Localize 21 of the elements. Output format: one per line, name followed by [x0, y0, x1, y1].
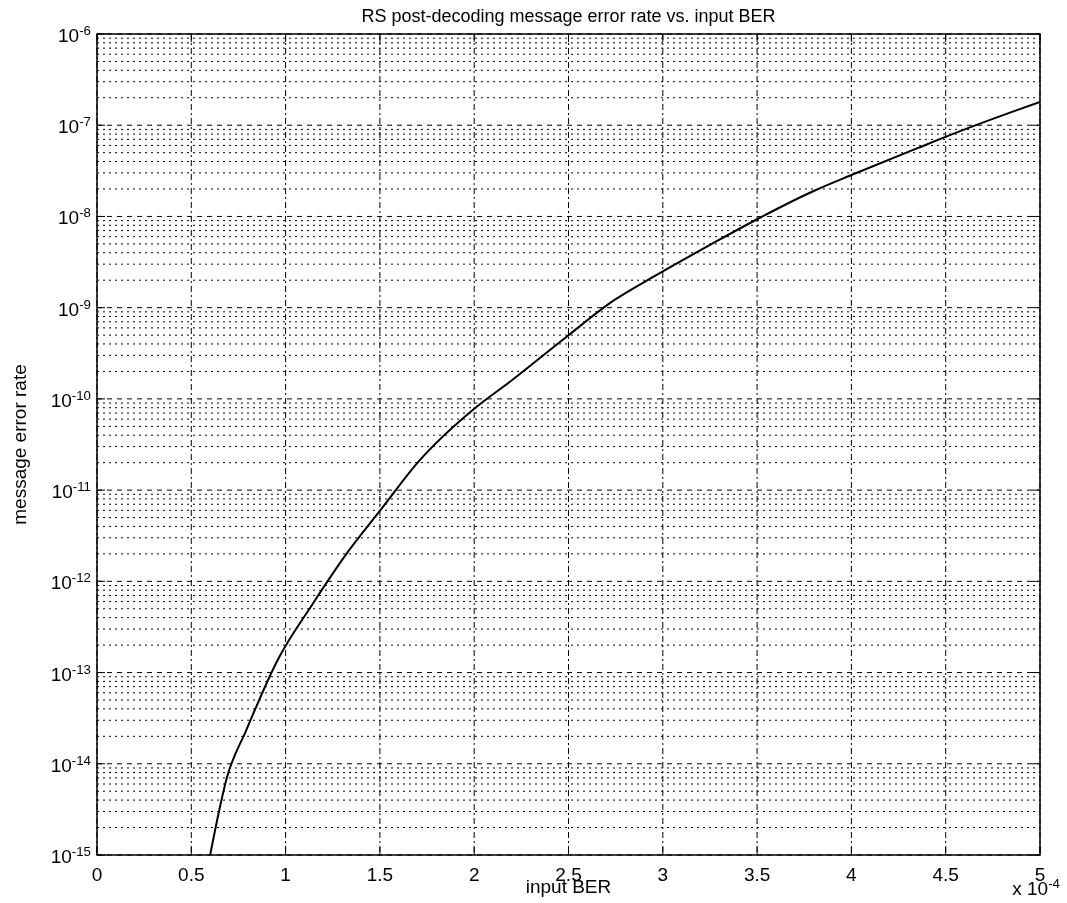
- y-tick-label: 10$^{-14}$: [50, 752, 91, 776]
- x-tick-label: 3.5: [743, 864, 771, 885]
- x-tick-label: 1: [280, 864, 291, 885]
- y-axis-title: message error rate: [9, 364, 30, 525]
- x-tick-label: 4.5: [932, 864, 959, 885]
- x-tick-label: 0.5: [178, 864, 205, 885]
- y-tick-label: 10$^{-11}$: [51, 478, 91, 503]
- y-tick-label: 10$^{-6}$: [58, 22, 91, 46]
- x-tick-label: 0: [91, 864, 103, 885]
- y-tick-label: 10$^{-7}$: [58, 113, 91, 138]
- y-tick-label: 10$^{-12}$: [50, 569, 91, 594]
- y-tick-label: 10$^{-9}$: [58, 296, 91, 320]
- y-tick-label: 10$^{-10}$: [50, 387, 91, 411]
- x-tick-label: 1.5: [366, 864, 394, 885]
- y-tick-label: 10$^{-13}$: [50, 661, 91, 685]
- y-tick-label: 10$^{-15}$: [50, 843, 91, 867]
- y-tick-label: 10$^{-8}$: [58, 204, 91, 229]
- x-tick-label: 4: [846, 864, 858, 885]
- x-tick-label: 2: [468, 864, 480, 885]
- x-tick-label: 3: [657, 864, 669, 885]
- chart-title: RS post-decoding message error rate vs. input BER: [361, 6, 776, 26]
